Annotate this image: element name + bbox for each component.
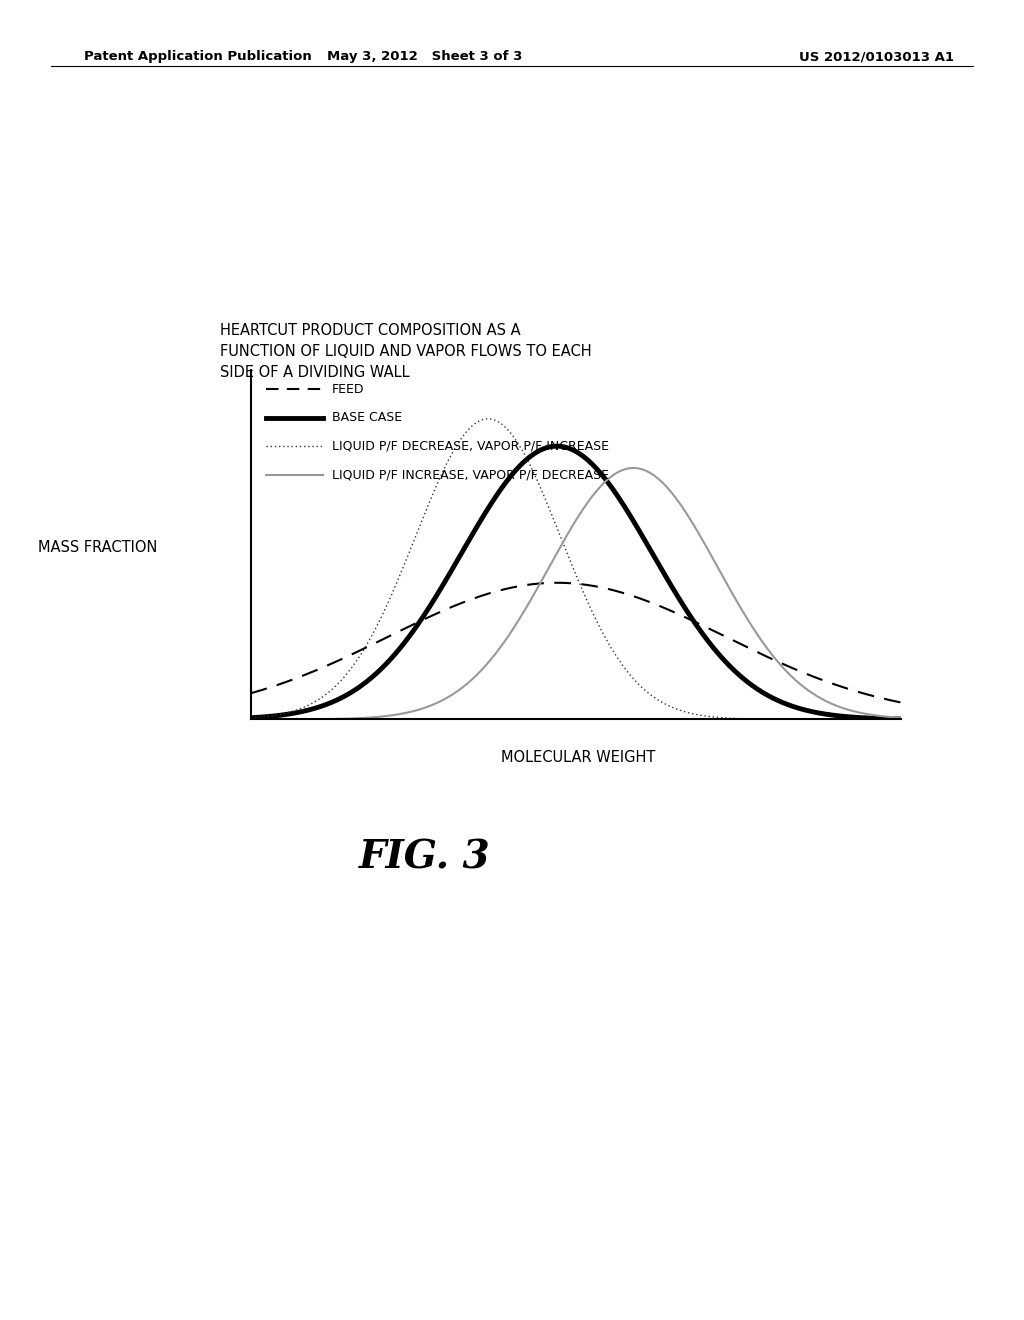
Text: LIQUID P/F INCREASE, VAPOR P/F DECREASE: LIQUID P/F INCREASE, VAPOR P/F DECREASE <box>332 469 609 480</box>
Text: HEARTCUT PRODUCT COMPOSITION AS A
FUNCTION OF LIQUID AND VAPOR FLOWS TO EACH
SID: HEARTCUT PRODUCT COMPOSITION AS A FUNCTI… <box>220 323 592 380</box>
Text: MASS FRACTION: MASS FRACTION <box>38 540 157 556</box>
Text: May 3, 2012   Sheet 3 of 3: May 3, 2012 Sheet 3 of 3 <box>328 50 522 63</box>
Text: FIG. 3: FIG. 3 <box>359 838 490 876</box>
Text: BASE CASE: BASE CASE <box>332 412 401 424</box>
Text: Patent Application Publication: Patent Application Publication <box>84 50 311 63</box>
Text: FEED: FEED <box>332 383 365 396</box>
Text: US 2012/0103013 A1: US 2012/0103013 A1 <box>799 50 953 63</box>
Text: MOLECULAR WEIGHT: MOLECULAR WEIGHT <box>502 750 655 764</box>
Text: LIQUID P/F DECREASE, VAPOR P/F INCREASE: LIQUID P/F DECREASE, VAPOR P/F INCREASE <box>332 440 609 453</box>
